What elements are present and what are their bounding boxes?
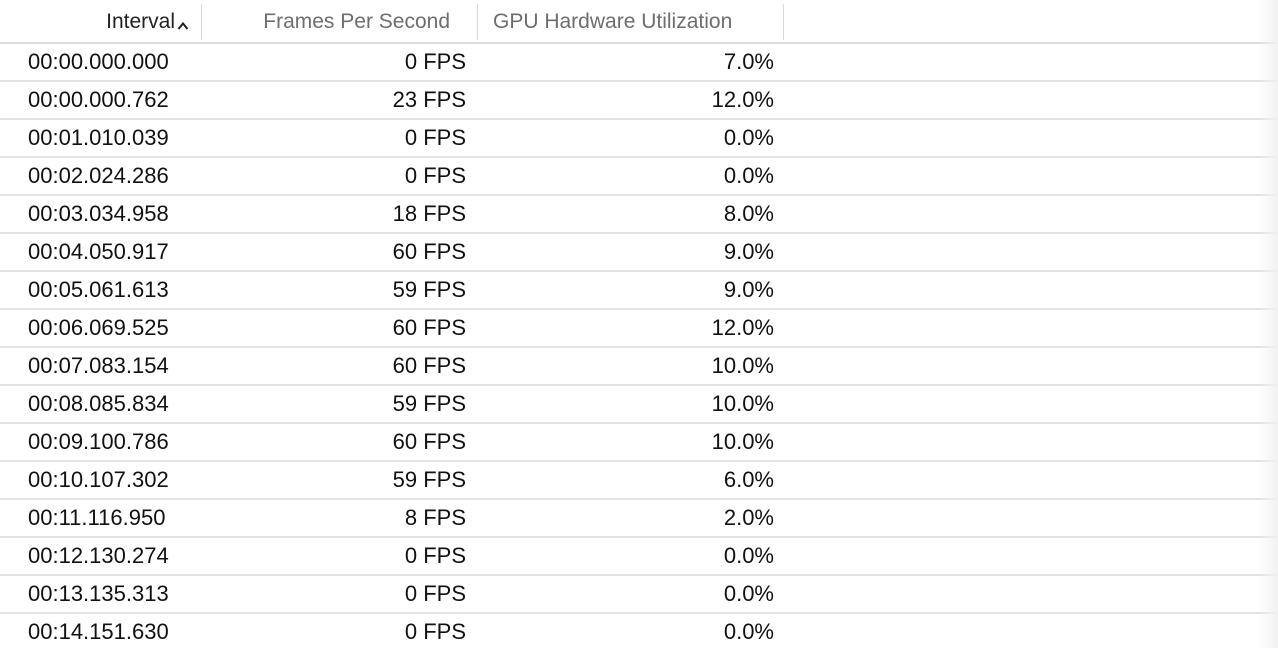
gpu-cell: 12.0% [711,87,774,112]
interval-cell: 00:04.050.917 [28,239,169,264]
gpu-cell: 12.0% [711,315,774,340]
fps-cell: 59 FPS [392,277,466,302]
column-header-interval[interactable]: Interval [0,4,202,40]
interval-cell: 00:01.010.039 [28,125,169,150]
interval-cell: 00:10.107.302 [28,467,169,492]
interval-cell: 00:13.135.313 [28,581,169,606]
fps-cell: 0 FPS [404,49,466,74]
table-row[interactable]: 00:00.000.000 0 FPS 7.0% [0,44,1278,82]
interval-cell: 00:05.061.613 [28,277,169,302]
gpu-cell: 9.0% [723,239,774,264]
interval-cell: 00:14.151.630 [28,619,169,644]
fps-cell: 0 FPS [404,163,466,188]
table-row[interactable]: 00:14.151.630 0 FPS 0.0% [0,614,1278,648]
table-row[interactable]: 00:02.024.286 0 FPS 0.0% [0,158,1278,196]
table-row[interactable]: 00:13.135.313 0 FPS 0.0% [0,576,1278,614]
table-row[interactable]: 00:08.085.834 59 FPS 10.0% [0,386,1278,424]
interval-cell: 00:00.000.762 [28,87,169,112]
fps-cell: 23 FPS [392,87,466,112]
gpu-cell: 7.0% [723,49,774,74]
table-row[interactable]: 00:11.116.950 8 FPS 2.0% [0,500,1278,538]
column-header-label: GPU Hardware Utilization [493,10,733,33]
table-row[interactable]: 00:07.083.154 60 FPS 10.0% [0,348,1278,386]
gpu-cell: 0.0% [723,619,774,644]
gpu-cell: 10.0% [711,353,774,378]
table-row[interactable]: 00:09.100.786 60 FPS 10.0% [0,424,1278,462]
table-row[interactable]: 00:00.000.762 23 FPS 12.0% [0,82,1278,120]
interval-cell: 00:08.085.834 [28,391,169,416]
interval-cell: 00:11.116.950 [28,505,166,530]
interval-cell: 00:07.083.154 [28,353,169,378]
fps-cell: 59 FPS [392,467,466,492]
table-row[interactable]: 00:06.069.525 60 FPS 12.0% [0,310,1278,348]
table-row[interactable]: 00:05.061.613 59 FPS 9.0% [0,272,1278,310]
fps-cell: 0 FPS [404,619,466,644]
table-body: 00:00.000.000 0 FPS 7.0% 00:00.000.762 23 FP… [0,44,1278,648]
interval-cell: 00:12.130.274 [28,543,169,568]
fps-cell: 59 FPS [392,391,466,416]
fps-cell: 0 FPS [404,125,466,150]
table-row[interactable]: 00:10.107.302 59 FPS 6.0% [0,462,1278,500]
table-row[interactable]: 00:12.130.274 0 FPS 0.0% [0,538,1278,576]
fps-cell: 60 FPS [392,353,466,378]
chevron-up-icon [177,14,189,30]
fps-cell: 60 FPS [392,315,466,340]
column-header-fps[interactable]: Frames Per Second [202,4,478,40]
gpu-cell: 10.0% [711,391,774,416]
gpu-cell: 9.0% [723,277,774,302]
fps-cell: 18 FPS [392,201,466,226]
interval-cell: 00:09.100.786 [28,429,169,454]
fps-cell: 0 FPS [404,543,466,568]
gpu-cell: 0.0% [723,543,774,568]
fps-cell: 8 FPS [404,505,466,530]
gpu-cell: 10.0% [711,429,774,454]
column-header-gpu[interactable]: GPU Hardware Utilization [478,4,784,40]
table-header: Interval Frames Per Second GPU Hardware … [0,0,1278,44]
interval-cell: 00:06.069.525 [28,315,169,340]
interval-cell: 00:00.000.000 [28,49,169,74]
table-row[interactable]: 00:04.050.917 60 FPS 9.0% [0,234,1278,272]
interval-cell: 00:03.034.958 [28,201,169,226]
gpu-cell: 0.0% [723,125,774,150]
table-row[interactable]: 00:03.034.958 18 FPS 8.0% [0,196,1278,234]
gpu-cell: 2.0% [723,505,774,530]
fps-cell: 60 FPS [392,429,466,454]
column-header-label: Interval [106,10,175,33]
gpu-cell: 0.0% [723,581,774,606]
fps-cell: 60 FPS [392,239,466,264]
table-row[interactable]: 00:01.010.039 0 FPS 0.0% [0,120,1278,158]
gpu-cell: 0.0% [723,163,774,188]
fps-cell: 0 FPS [404,581,466,606]
interval-cell: 00:02.024.286 [28,163,169,188]
gpu-cell: 8.0% [723,201,774,226]
gpu-cell: 6.0% [723,467,774,492]
column-header-label: Frames Per Second [263,10,450,33]
